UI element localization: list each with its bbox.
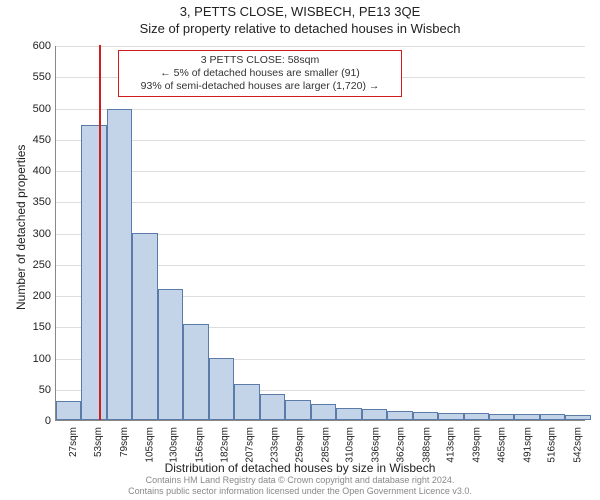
y-tick-labels: 050100150200250300350400450500550600	[0, 46, 55, 421]
histogram-bar	[464, 413, 489, 420]
grid-line	[56, 140, 585, 141]
chart-plot-area: 3 PETTS CLOSE: 58sqm← 5% of detached hou…	[55, 46, 585, 421]
y-tick-label: 100	[33, 353, 51, 365]
x-tick-label: 105sqm	[144, 427, 155, 463]
x-tick-label: 233sqm	[270, 427, 281, 463]
histogram-bar	[183, 324, 208, 420]
y-tick-label: 0	[45, 415, 51, 427]
x-tick-label: 516sqm	[547, 427, 558, 463]
histogram-bar	[285, 400, 310, 420]
histogram-bar	[540, 414, 565, 420]
histogram-bar	[387, 411, 412, 420]
x-tick-label: 491sqm	[522, 427, 533, 463]
x-tick-label: 439sqm	[471, 427, 482, 463]
x-tick-label: 53sqm	[93, 427, 104, 457]
y-tick-label: 600	[33, 40, 51, 52]
x-tick-label: 285sqm	[321, 427, 332, 463]
info-box-line: ← 5% of detached houses are smaller (91)	[125, 67, 395, 80]
histogram-bar	[438, 413, 463, 421]
x-tick-label: 156sqm	[194, 427, 205, 463]
x-tick-label: 336sqm	[370, 427, 381, 463]
x-axis-label: Distribution of detached houses by size …	[0, 461, 600, 475]
x-tick-label: 182sqm	[220, 427, 231, 463]
histogram-bar	[362, 409, 387, 420]
histogram-bar	[56, 401, 81, 420]
x-tick-label: 413sqm	[446, 427, 457, 463]
y-tick-label: 300	[33, 228, 51, 240]
histogram-bar	[489, 414, 514, 420]
y-tick-label: 50	[39, 384, 51, 396]
y-tick-label: 400	[33, 165, 51, 177]
histogram-bar	[413, 412, 438, 420]
y-tick-label: 200	[33, 290, 51, 302]
attribution-line1: Contains HM Land Registry data © Crown c…	[0, 475, 600, 486]
chart-subtitle: Size of property relative to detached ho…	[0, 19, 600, 36]
info-box-line: 93% of semi-detached houses are larger (…	[125, 80, 395, 93]
x-tick-label: 310sqm	[345, 427, 356, 463]
y-tick-label: 150	[33, 321, 51, 333]
histogram-bar	[209, 358, 234, 421]
y-tick-label: 500	[33, 103, 51, 115]
page-title: 3, PETTS CLOSE, WISBECH, PE13 3QE	[0, 0, 600, 19]
histogram-bar	[514, 414, 539, 420]
grid-line	[56, 109, 585, 110]
histogram-bar	[107, 109, 132, 420]
chart-container: 3, PETTS CLOSE, WISBECH, PE13 3QE Size o…	[0, 0, 600, 500]
x-tick-label: 388sqm	[421, 427, 432, 463]
grid-line	[56, 202, 585, 203]
attribution-line2: Contains public sector information licen…	[0, 486, 600, 497]
x-tick-label: 207sqm	[244, 427, 255, 463]
histogram-bar	[260, 394, 285, 420]
histogram-bar	[311, 404, 336, 420]
histogram-bar	[81, 125, 106, 420]
grid-line	[56, 171, 585, 172]
x-tick-label: 27sqm	[68, 427, 79, 457]
x-tick-label: 130sqm	[169, 427, 180, 463]
y-tick-label: 450	[33, 134, 51, 146]
x-tick-label: 362sqm	[396, 427, 407, 463]
histogram-bar	[132, 233, 157, 421]
x-tick-label: 259sqm	[295, 427, 306, 463]
y-tick-label: 350	[33, 196, 51, 208]
y-tick-label: 250	[33, 259, 51, 271]
info-box: 3 PETTS CLOSE: 58sqm← 5% of detached hou…	[118, 50, 402, 97]
x-tick-label: 79sqm	[119, 427, 130, 457]
histogram-bar	[336, 408, 361, 421]
histogram-bar	[565, 415, 590, 420]
marker-line	[99, 45, 101, 420]
info-box-line: 3 PETTS CLOSE: 58sqm	[125, 54, 395, 67]
grid-line	[56, 46, 585, 47]
histogram-bar	[158, 289, 183, 420]
x-tick-label: 542sqm	[572, 427, 583, 463]
attribution-text: Contains HM Land Registry data © Crown c…	[0, 475, 600, 497]
histogram-bar	[234, 384, 259, 420]
y-tick-label: 550	[33, 71, 51, 83]
x-tick-label: 465sqm	[497, 427, 508, 463]
